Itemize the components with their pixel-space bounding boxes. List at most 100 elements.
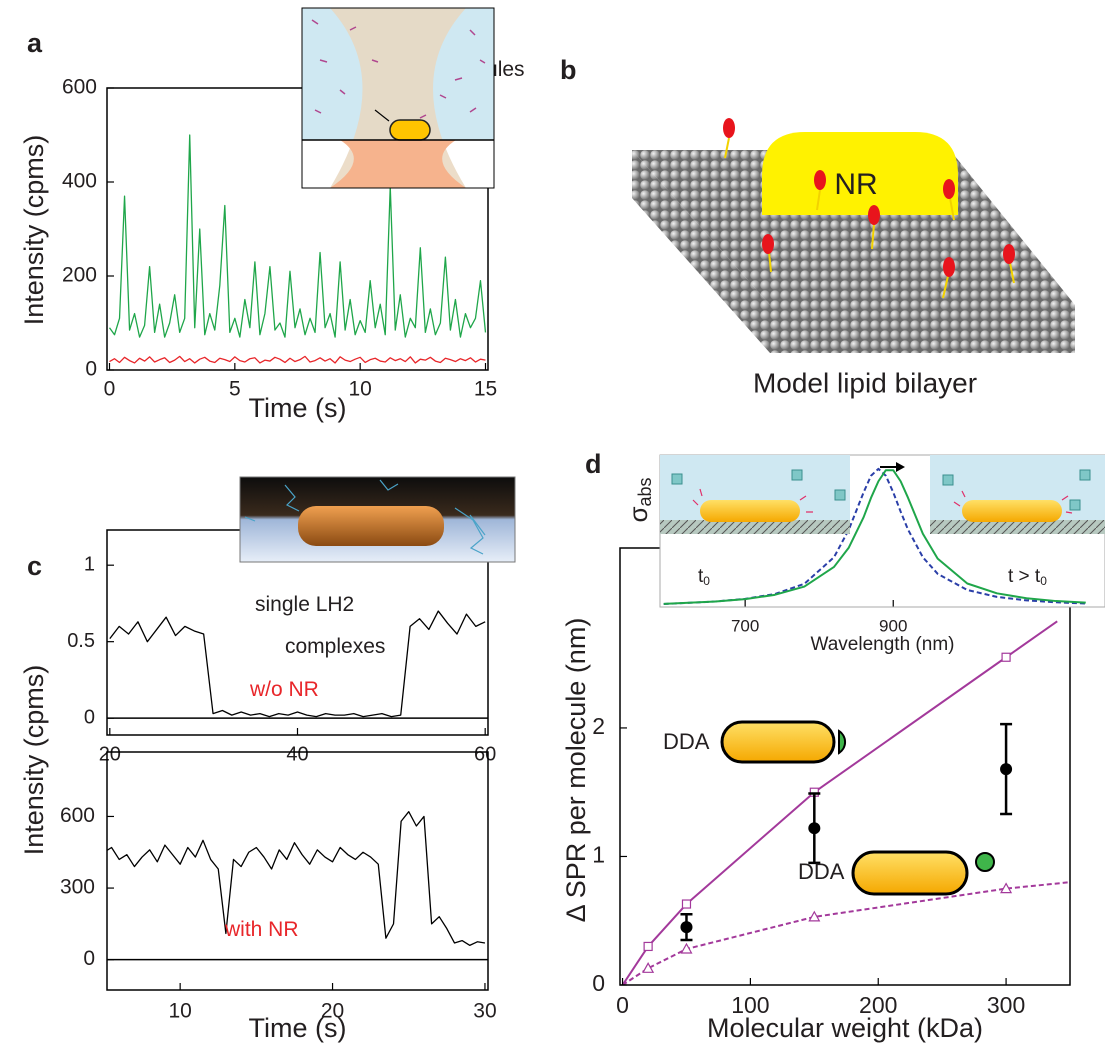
- marker: [808, 910, 821, 922]
- plot-frame: [106, 87, 489, 371]
- decoration: [724, 137, 1015, 299]
- annotation-sub: 0: [703, 574, 710, 588]
- marker: [1000, 882, 1013, 894]
- decoration: [244, 479, 486, 555]
- x-axis-label: Time (s): [249, 1013, 347, 1043]
- plot-area: [663, 467, 1086, 605]
- x-tick-label: 200: [859, 992, 897, 1018]
- annotation: DDA: [663, 729, 710, 754]
- decoration: [244, 479, 486, 555]
- diagram-caption: Model lipid bilayer: [753, 367, 977, 398]
- x-tick-label: 20: [321, 1000, 344, 1023]
- x-tick-label: 300: [987, 992, 1025, 1018]
- annotation-sub: 0: [1040, 574, 1047, 588]
- decoration: [301, 7, 495, 189]
- annotation: t > t0: [1008, 566, 1047, 588]
- y-tick-label: 1: [84, 553, 95, 575]
- decoration: [975, 852, 995, 872]
- x-tick-label: 100: [731, 992, 769, 1018]
- x-tick-label: 700: [731, 616, 759, 635]
- decoration: [930, 520, 1105, 534]
- decoration: [632, 150, 770, 335]
- x-tick-label: 5: [229, 378, 241, 401]
- marker: [642, 962, 655, 973]
- x-tick-label: 30: [473, 1000, 496, 1023]
- y-axis-label-main: σ: [623, 506, 653, 522]
- annotation: complexes: [285, 635, 385, 658]
- panel-d: d 0 100 200 300 0 1 2 Molecular weight (kDa) Δ SP…: [561, 449, 1071, 1043]
- y-tick-label: 0: [84, 706, 95, 728]
- panel-label: c: [27, 551, 42, 581]
- y-axis-label: Δ SPR per molecule (nm): [561, 618, 591, 923]
- panel-c-inset: [239, 476, 516, 563]
- y-axis-label-main: Intensity (cpms): [19, 135, 49, 326]
- decoration: [851, 850, 969, 896]
- data-line: [621, 620, 1058, 985]
- decoration: [838, 729, 846, 755]
- x-tick-label: 20: [99, 743, 121, 765]
- decoration: [724, 137, 1015, 299]
- y-axis-label-sub: abs: [635, 477, 655, 506]
- decoration: [671, 469, 1091, 511]
- x-tick-label: 10: [348, 378, 371, 401]
- decoration: [374, 109, 390, 122]
- annotation: w/o NR: [249, 678, 319, 701]
- plot-area: [107, 811, 488, 961]
- annotation-text: w/o NR: [249, 678, 319, 701]
- marker: [680, 921, 693, 934]
- x-axis-label: Wavelength (nm): [811, 634, 955, 655]
- y-tick-label: 0: [592, 970, 605, 996]
- x-axis-label: Molecular weight (kDa): [707, 1013, 983, 1043]
- decoration: [723, 118, 735, 138]
- panel-d-rods: [720, 720, 995, 896]
- decoration: [671, 473, 683, 485]
- plot-area: [107, 610, 488, 719]
- y-axis-label-main: Intensity (cpms): [19, 665, 49, 856]
- data-line: [109, 355, 486, 364]
- decoration: [723, 118, 1015, 277]
- annotation-text: DDA: [798, 859, 845, 884]
- plot-frame: [106, 751, 489, 991]
- annotation: with NR: [224, 918, 299, 941]
- data-line: [109, 610, 486, 718]
- x-tick-label: 0: [616, 992, 629, 1018]
- decoration: [770, 305, 1075, 335]
- marker: [1000, 763, 1013, 776]
- y-tick-label: 0: [85, 358, 97, 381]
- data-line: [663, 469, 1086, 605]
- panel-label: d: [585, 449, 602, 479]
- decoration: [660, 520, 850, 534]
- panel-label: b: [560, 55, 577, 85]
- x-tick-label: 900: [879, 616, 907, 635]
- decoration: [700, 500, 800, 522]
- y-axis-label: Intensity (cpms): [19, 135, 49, 326]
- y-tick-label: 0: [83, 947, 95, 970]
- decoration: [896, 462, 905, 472]
- annotation-text: with NR: [224, 918, 299, 941]
- data-line: [107, 811, 486, 947]
- x-tick-label: 40: [286, 743, 308, 765]
- decoration: [692, 488, 1073, 514]
- panel-a-inset: [301, 7, 495, 189]
- decoration: [762, 234, 774, 254]
- nr-label: NR: [834, 168, 877, 201]
- annotation-text: t: [698, 566, 704, 587]
- decoration: [389, 119, 431, 141]
- annotation-text: DDA: [663, 729, 710, 754]
- y-tick-label: 300: [60, 876, 95, 899]
- decoration: [762, 132, 958, 215]
- decoration: [311, 19, 486, 119]
- marker: [680, 942, 693, 954]
- decoration: [943, 179, 955, 199]
- decoration: [298, 506, 444, 546]
- x-tick-label: 10: [168, 1000, 191, 1023]
- decoration: [868, 205, 880, 225]
- annotation-text: t > t: [1008, 566, 1041, 587]
- annotation: single LH2: [255, 593, 354, 616]
- annotation: t0: [698, 566, 710, 588]
- data-line: [108, 134, 487, 338]
- x-axis-label: Time (s): [249, 393, 347, 423]
- decoration: [720, 720, 836, 764]
